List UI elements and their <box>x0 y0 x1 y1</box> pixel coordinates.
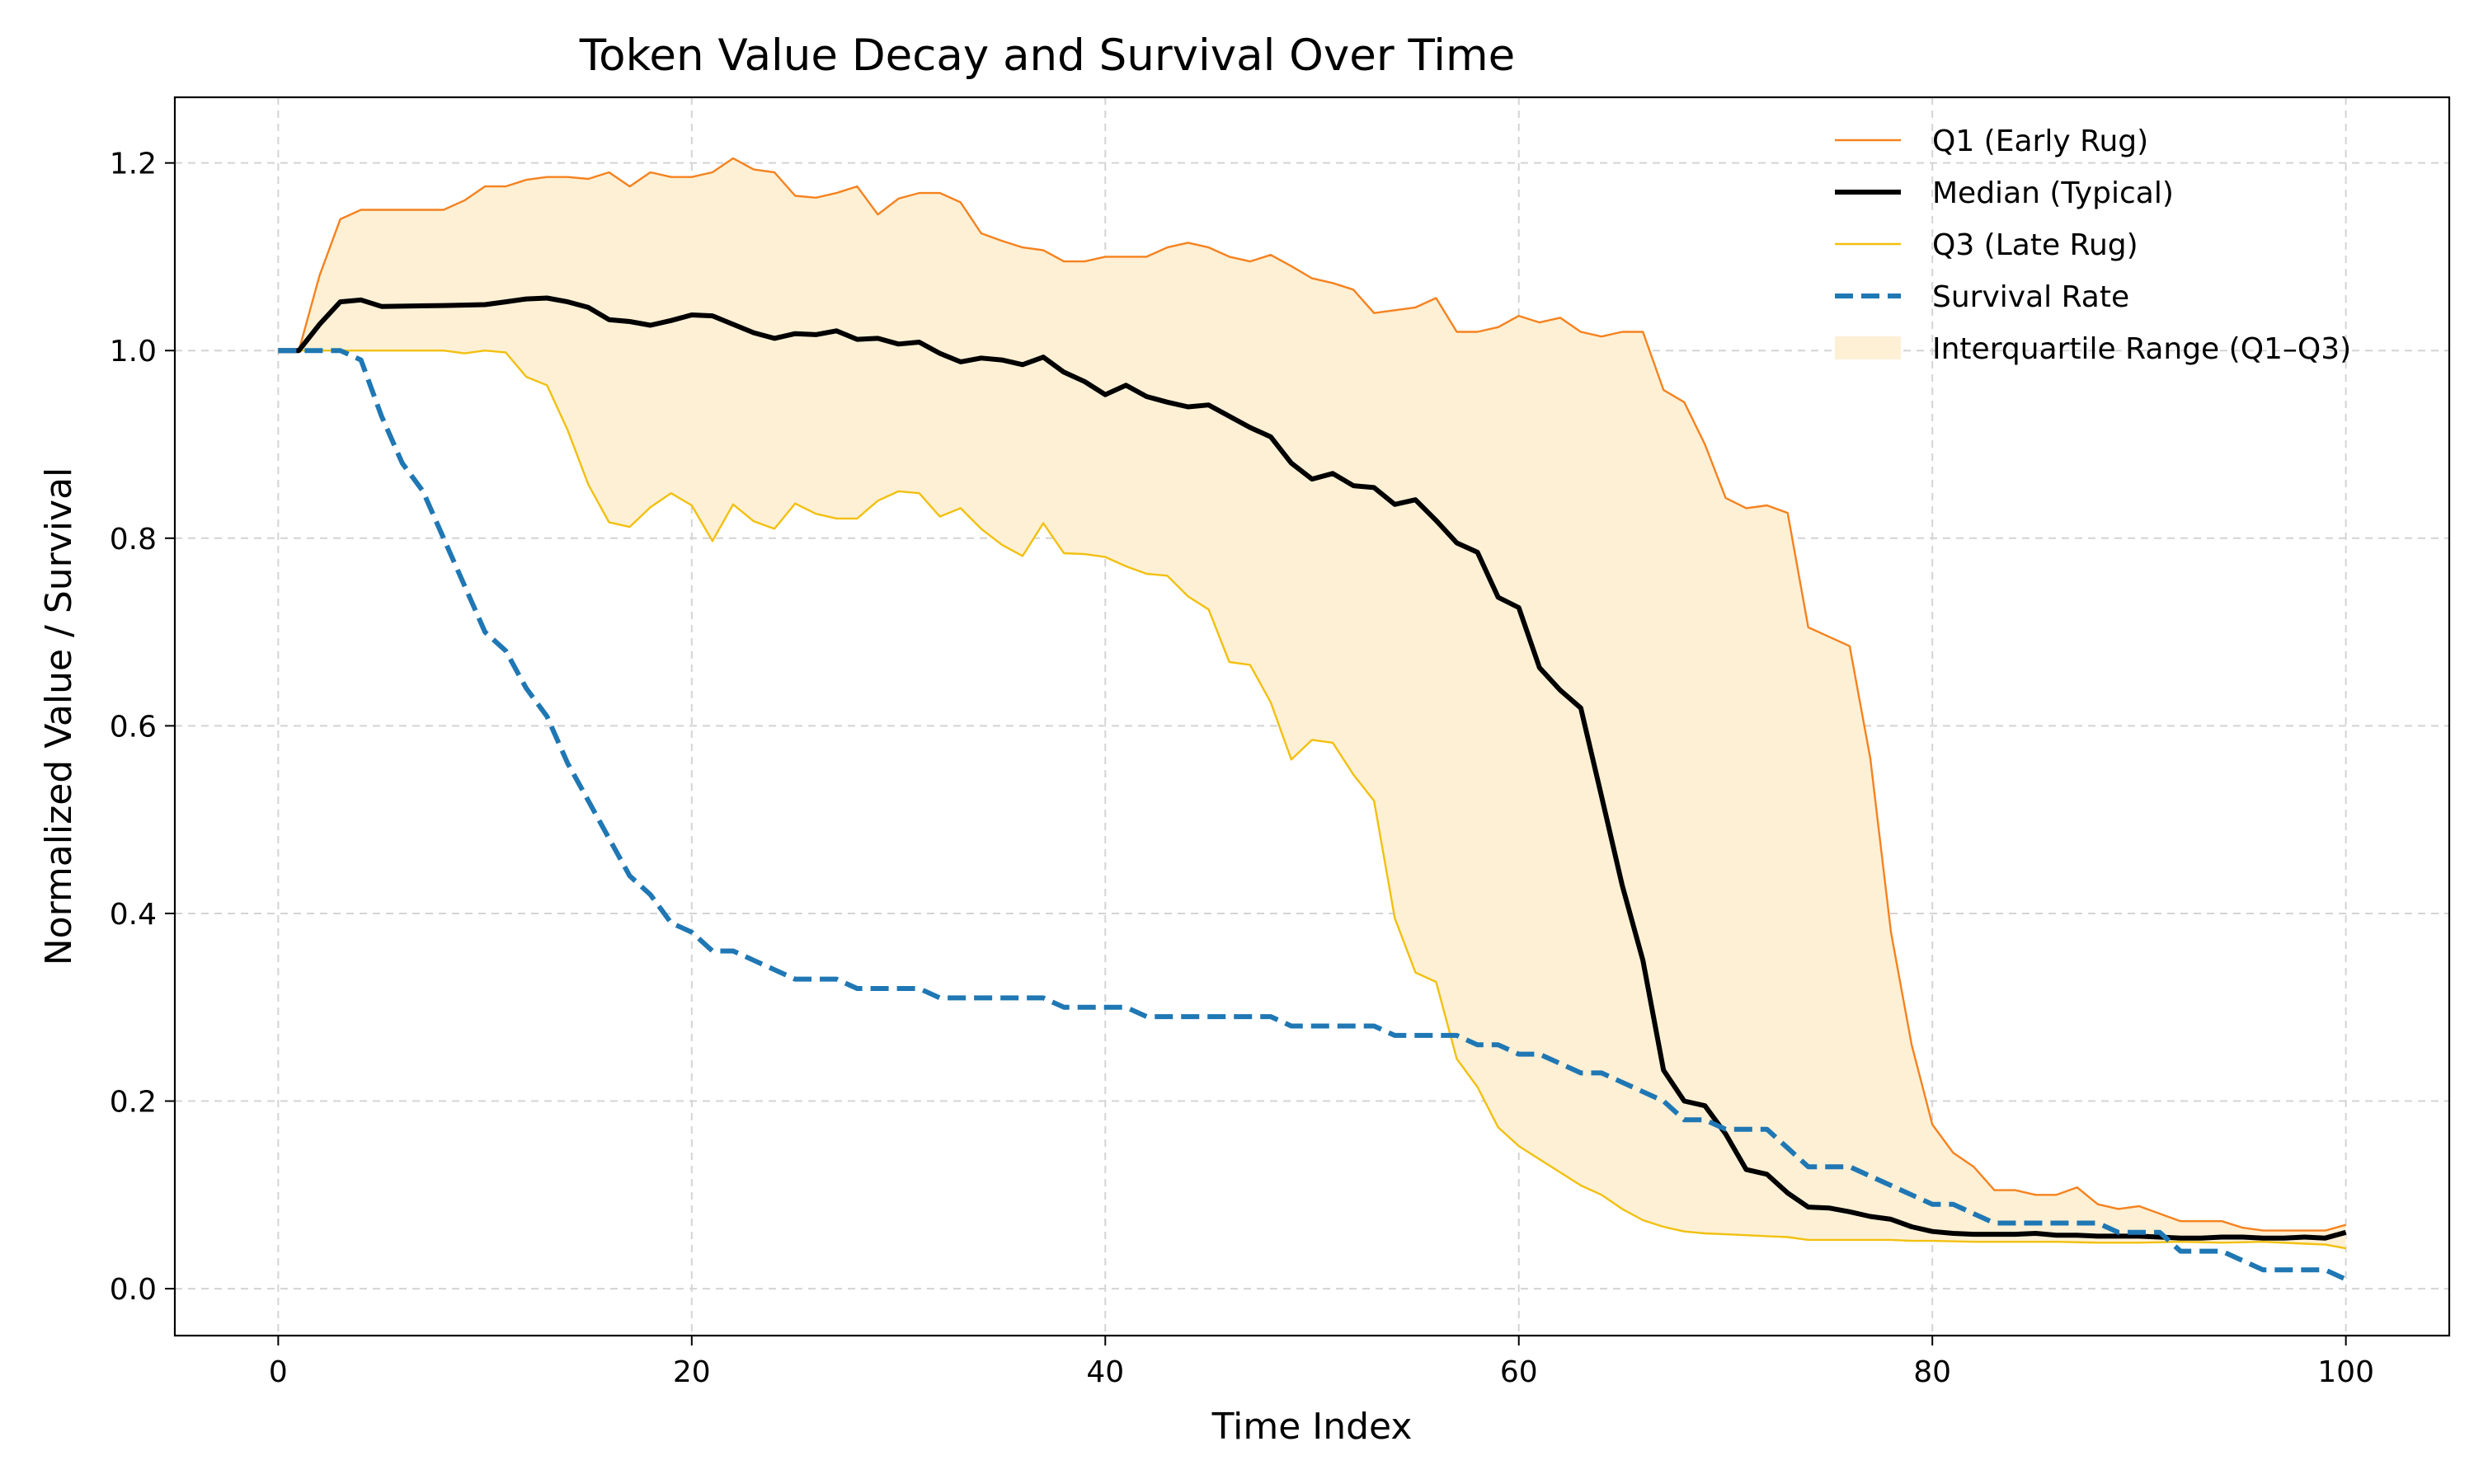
series-line-q3 <box>278 350 2346 1250</box>
x-tick-label: 20 <box>673 1355 711 1389</box>
legend: Q1 (Early Rug) Median (Typical) Q3 (Late R… <box>1835 124 2351 366</box>
x-tick-label: 40 <box>1086 1355 1124 1389</box>
y-tick-label: 1.2 <box>110 148 157 181</box>
iqr-band <box>278 158 2346 1249</box>
series-line-survival <box>278 348 2347 1282</box>
y-tick-label: 1.0 <box>110 335 157 369</box>
y-tick-label: 0.8 <box>110 523 157 556</box>
plot-frame <box>173 96 2451 1337</box>
series-line-median <box>278 295 2347 1241</box>
axis-ticks: 0 20 40 60 80 100 0.0 0.2 0.4 0.6 0.8 1.0 1.2 <box>110 148 2374 1389</box>
legend-label-survival: Survival Rate <box>1932 280 2129 314</box>
y-tick-label: 0.0 <box>110 1273 157 1307</box>
plot-area <box>278 157 2347 1282</box>
legend-label-band: Interquartile Range (Q1–Q3) <box>1932 332 2351 366</box>
y-tick-label: 0.4 <box>110 898 157 932</box>
legend-label-q1: Q1 (Early Rug) <box>1932 124 2148 158</box>
x-axis-label: Time Index <box>1211 1406 1413 1448</box>
chart-title: Token Value Decay and Survival Over Time <box>579 31 1515 81</box>
legend-swatch-band <box>1835 336 1901 359</box>
y-tick-label: 0.2 <box>110 1086 157 1120</box>
x-tick-label: 80 <box>1913 1355 1951 1389</box>
x-tick-label: 100 <box>2317 1355 2374 1389</box>
y-axis-label: Normalized Value / Survival <box>38 467 80 966</box>
y-tick-label: 0.6 <box>110 710 157 744</box>
series-line-q1 <box>278 157 2346 1232</box>
legend-label-q3: Q3 (Late Rug) <box>1932 228 2138 262</box>
x-tick-label: 60 <box>1500 1355 1538 1389</box>
legend-label-median: Median (Typical) <box>1932 176 2174 210</box>
x-tick-label: 0 <box>269 1355 288 1389</box>
